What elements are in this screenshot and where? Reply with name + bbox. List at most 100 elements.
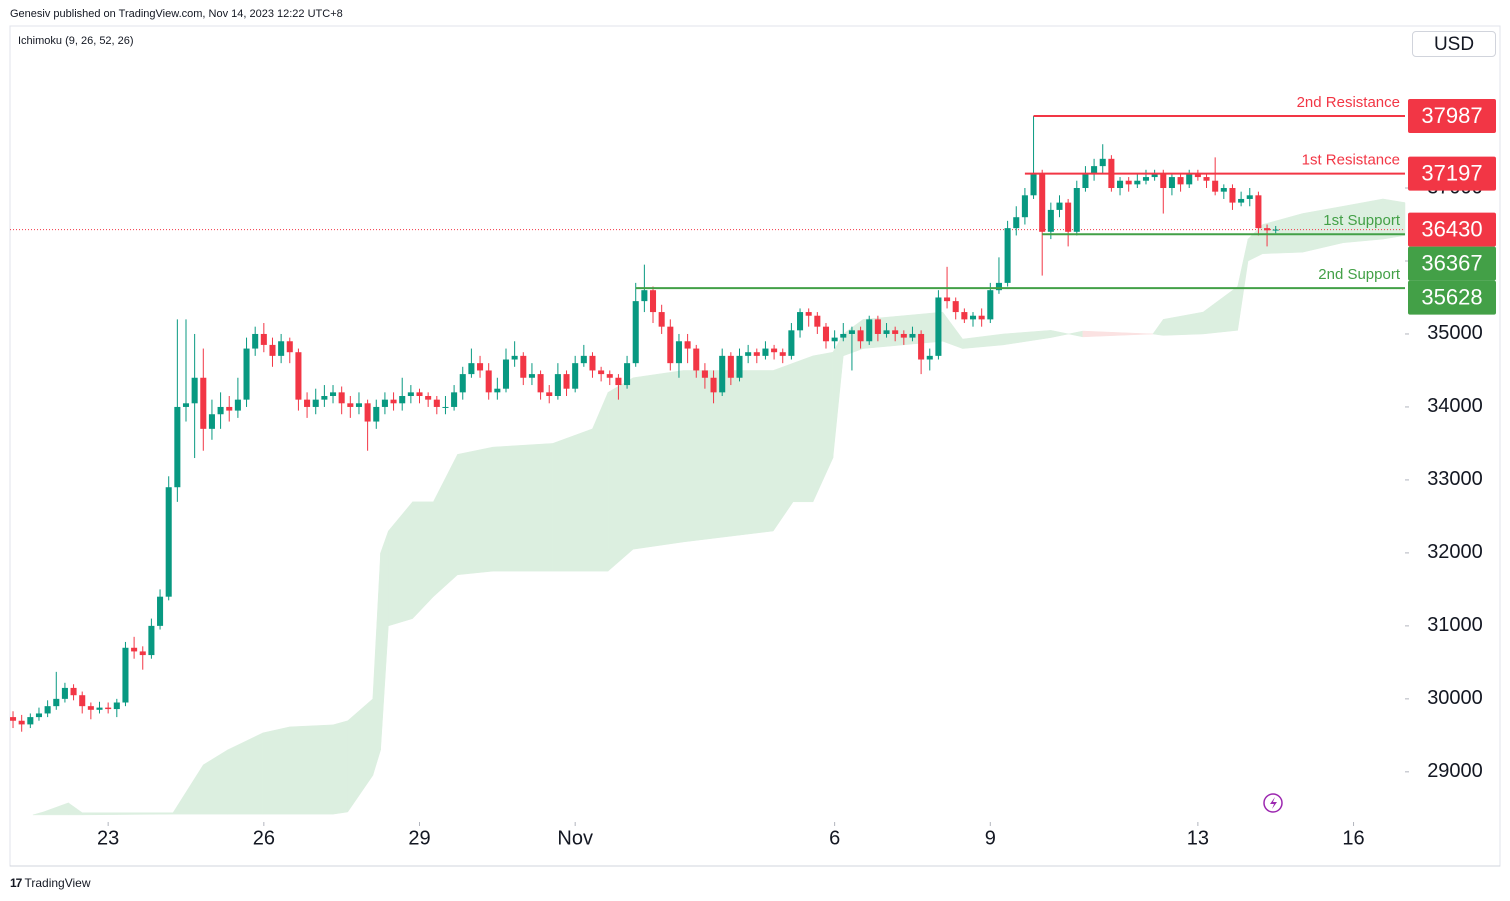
candle-body xyxy=(131,647,138,652)
candle-body xyxy=(217,406,224,415)
candle-body xyxy=(1264,228,1271,231)
x-tick-label: 16 xyxy=(1342,827,1364,849)
cloud-segment xyxy=(492,443,553,572)
y-tick-label: 37000 xyxy=(1427,176,1483,198)
candle-body xyxy=(96,707,103,710)
candle-body xyxy=(762,348,769,356)
candle-body xyxy=(191,377,198,404)
level-label: 1st Resistance xyxy=(1302,152,1400,169)
candle-body xyxy=(355,403,362,407)
candle-body xyxy=(892,330,899,334)
candle-body xyxy=(70,687,77,696)
currency-button[interactable]: USD xyxy=(1412,31,1496,57)
x-tick-label: 13 xyxy=(1187,827,1209,849)
cloud-segment xyxy=(1342,198,1384,244)
candle-body xyxy=(831,337,838,342)
candle-body xyxy=(969,315,977,320)
candle-body xyxy=(18,720,25,725)
cloud-segment xyxy=(289,724,334,815)
candle-body xyxy=(182,403,190,407)
candle-body xyxy=(814,315,821,327)
candle-body xyxy=(53,698,60,707)
candle-body xyxy=(563,374,570,389)
cloud-segment xyxy=(1202,286,1238,335)
candle-body xyxy=(1117,180,1124,189)
candle-body xyxy=(399,395,406,404)
candle-body xyxy=(649,290,657,313)
cloud-segment xyxy=(457,446,494,576)
candle-body xyxy=(390,399,397,404)
candle-body xyxy=(1238,198,1245,203)
candle-body xyxy=(1246,195,1253,199)
level-label: 1st Support xyxy=(1323,212,1401,229)
candle-body xyxy=(961,312,968,320)
candle-body xyxy=(44,706,51,714)
candle-body xyxy=(304,399,311,407)
candle-body xyxy=(364,403,371,422)
x-tick-label: 29 xyxy=(408,827,430,849)
cloud-segment xyxy=(1152,318,1164,336)
candle-body xyxy=(61,687,68,699)
candle-body xyxy=(1039,173,1046,232)
cloud-segment xyxy=(388,501,413,627)
x-tick-label: 9 xyxy=(985,827,996,849)
candle-body xyxy=(286,341,293,353)
candle-body xyxy=(1125,180,1132,185)
candle-body xyxy=(442,406,449,408)
candle-body xyxy=(935,297,942,356)
candle-body xyxy=(1065,202,1072,232)
price-box xyxy=(1408,246,1496,281)
cloud-segment xyxy=(81,812,174,816)
candle-body xyxy=(381,399,388,407)
candle-body xyxy=(918,333,925,360)
candle-body xyxy=(122,647,129,703)
candle-body xyxy=(624,363,631,386)
y-tick-label: 31000 xyxy=(1427,614,1483,636)
price-box xyxy=(1408,212,1496,247)
candle-body xyxy=(615,377,622,386)
candle-body xyxy=(113,702,120,710)
y-tick-label: 34000 xyxy=(1427,395,1483,417)
price-box xyxy=(1408,98,1496,133)
cloud-segment xyxy=(412,501,434,620)
y-tick-label: 30000 xyxy=(1427,687,1483,709)
cloud-segment xyxy=(332,720,348,815)
frame xyxy=(9,25,1501,867)
cloud-segment xyxy=(1050,330,1084,338)
candle-body xyxy=(580,355,587,364)
candle-body xyxy=(632,301,639,364)
cloud-segment xyxy=(792,355,814,503)
candle-body xyxy=(468,363,475,375)
candle-body xyxy=(926,355,933,360)
cloud-segment xyxy=(812,351,834,502)
candle-body xyxy=(10,717,17,721)
cloud-segment xyxy=(227,732,264,815)
candle-body xyxy=(1108,158,1115,189)
candle-body xyxy=(485,370,492,393)
level-label: 2nd Resistance xyxy=(1297,94,1400,111)
candle-body xyxy=(1203,177,1210,181)
x-tick-label: 6 xyxy=(829,827,840,849)
candle-body xyxy=(840,333,847,338)
cloud-segment xyxy=(380,530,389,750)
candle-body xyxy=(684,341,691,349)
candle-body xyxy=(1168,177,1175,189)
candle-body xyxy=(1047,209,1054,232)
candle-body xyxy=(546,392,553,396)
cloud-segment xyxy=(203,749,228,815)
candle-body xyxy=(243,348,250,400)
cloud-segment xyxy=(683,370,774,543)
cloud-segment xyxy=(607,377,634,572)
candle-body xyxy=(87,706,94,710)
candle-body xyxy=(1004,228,1011,283)
candle-body xyxy=(1186,173,1193,185)
candle-body xyxy=(771,348,778,353)
candle-body xyxy=(502,359,510,389)
cloud-segment xyxy=(1262,213,1303,254)
candle-body xyxy=(736,355,743,378)
candle-body xyxy=(520,355,527,378)
candle-body xyxy=(252,333,259,349)
candle-body xyxy=(269,344,276,356)
